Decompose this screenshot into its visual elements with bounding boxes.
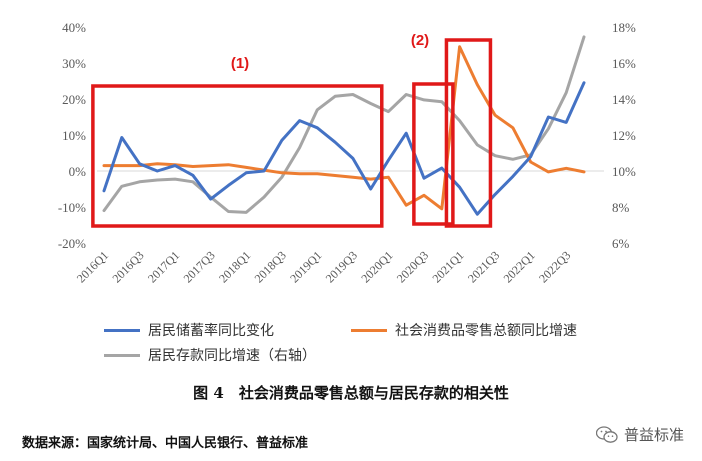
- left-tick-label: -20%: [58, 236, 86, 251]
- annotation-boxes: (1) (2): [91, 32, 493, 228]
- x-tick-label: 2017Q3: [181, 248, 218, 285]
- series-lines: [102, 35, 586, 216]
- right-axis-ticks: 6% 8% 10% 12% 14% 16% 18%: [612, 20, 636, 251]
- brand-name: 普益标准: [623, 426, 684, 444]
- left-tick-label: 0%: [69, 164, 87, 179]
- x-tick-label: 2016Q1: [74, 248, 111, 285]
- annotation-box: [91, 84, 384, 228]
- legend-swatch-deposits: [104, 353, 140, 357]
- legend-item-savings: 居民储蓄率同比变化: [104, 320, 274, 340]
- series-line-1: [102, 45, 586, 211]
- x-tick-label: 2018Q3: [252, 248, 289, 285]
- x-tick-label: 2021Q1: [429, 248, 466, 285]
- legend-swatch-savings: [104, 328, 140, 332]
- right-tick-label: 8%: [612, 200, 630, 215]
- legend-swatch-retail: [351, 328, 387, 332]
- right-tick-label: 14%: [612, 92, 636, 107]
- legend-item-deposits: 居民存款同比增速（右轴）: [104, 345, 316, 365]
- right-tick-label: 10%: [612, 164, 636, 179]
- left-axis-ticks: -20% -10% 0% 10% 20% 30% 40%: [58, 20, 86, 251]
- x-tick-label: 2020Q1: [358, 248, 395, 285]
- right-tick-label: 12%: [612, 128, 636, 143]
- brand-watermark: 普益标准: [595, 424, 684, 445]
- x-tick-label: 2022Q1: [501, 248, 538, 285]
- legend-item-retail: 社会消费品零售总额同比增速: [351, 320, 577, 340]
- left-tick-label: -10%: [58, 200, 86, 215]
- x-axis-ticks: 2016Q12016Q32017Q12017Q32018Q12018Q32019…: [74, 248, 573, 285]
- x-tick-label: 2019Q1: [287, 248, 324, 285]
- annotation-label: (1): [231, 55, 249, 72]
- figure-caption: 图 4 社会消费品零售总额与居民存款的相关性: [193, 384, 509, 402]
- x-tick-label: 2022Q3: [536, 248, 573, 285]
- annotation-box: [444, 38, 493, 228]
- x-tick-label: 2019Q3: [323, 248, 360, 285]
- data-source: 数据来源：国家统计局、中国人民银行、普益标准: [22, 436, 309, 451]
- series-line-0: [102, 81, 586, 216]
- x-tick-label: 2020Q3: [394, 248, 431, 285]
- left-tick-label: 10%: [62, 128, 86, 143]
- right-tick-label: 16%: [612, 56, 636, 71]
- legend-label-deposits: 居民存款同比增速（右轴）: [148, 348, 316, 364]
- x-tick-label: 2017Q1: [145, 248, 182, 285]
- x-tick-label: 2018Q1: [216, 248, 253, 285]
- legend-label-retail: 社会消费品零售总额同比增速: [395, 323, 577, 339]
- right-tick-label: 18%: [612, 20, 636, 35]
- x-tick-label: 2021Q3: [465, 248, 502, 285]
- annotation-box: [412, 82, 455, 226]
- left-tick-label: 40%: [62, 20, 86, 35]
- left-tick-label: 20%: [62, 92, 86, 107]
- left-tick-label: 30%: [62, 56, 86, 71]
- right-tick-label: 6%: [612, 236, 630, 251]
- series-line-2: [102, 35, 586, 214]
- line-chart: -20% -10% 0% 10% 20% 30% 40% 6% 8% 10% 12% 14% 16% 1…: [58, 20, 636, 285]
- wechat-icon: [595, 425, 618, 444]
- x-tick-label: 2016Q3: [109, 248, 146, 285]
- legend-label-savings: 居民储蓄率同比变化: [148, 323, 274, 339]
- annotation-label: (2): [411, 32, 429, 49]
